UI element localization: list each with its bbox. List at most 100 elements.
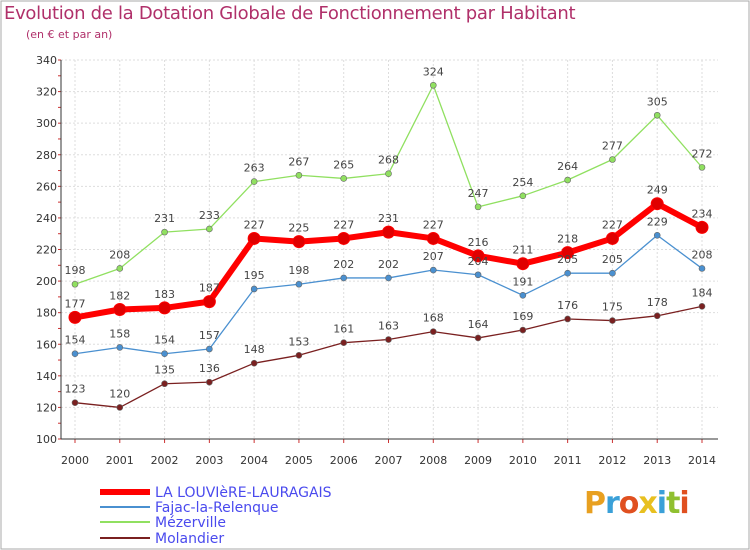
data-label: 136 xyxy=(199,362,220,375)
data-point xyxy=(206,225,213,233)
data-label: 177 xyxy=(65,297,86,310)
data-point xyxy=(158,301,172,315)
data-point xyxy=(116,344,124,351)
data-point xyxy=(429,81,437,89)
y-tick-label: 140 xyxy=(36,370,57,383)
x-tick-label: 2007 xyxy=(375,454,403,467)
data-label: 120 xyxy=(109,387,130,400)
logo-letter: i xyxy=(679,486,689,521)
data-label: 135 xyxy=(154,364,175,377)
data-point xyxy=(695,220,709,234)
data-point xyxy=(295,352,303,359)
data-label: 208 xyxy=(692,248,713,261)
y-tick-label: 100 xyxy=(36,433,57,446)
data-label: 234 xyxy=(692,207,713,220)
logo-letter: o xyxy=(618,486,640,521)
data-label: 227 xyxy=(602,218,623,231)
data-point xyxy=(71,280,79,288)
legend-label: Mézerville xyxy=(155,515,226,531)
data-label: 263 xyxy=(244,162,265,175)
data-label: 153 xyxy=(288,335,309,348)
data-point xyxy=(609,317,616,324)
chart-title: Evolution de la Dotation Globale de Fonc… xyxy=(4,3,576,24)
data-label: 208 xyxy=(109,248,130,261)
data-label: 254 xyxy=(512,176,533,189)
data-label: 164 xyxy=(468,318,489,331)
data-point xyxy=(698,303,706,310)
x-tick-label: 2001 xyxy=(106,454,134,467)
data-point xyxy=(653,231,661,239)
y-tick-label: 160 xyxy=(36,338,57,351)
data-point xyxy=(250,359,258,367)
data-point xyxy=(68,310,82,324)
data-point xyxy=(382,225,395,239)
data-point xyxy=(698,265,706,272)
data-point xyxy=(519,192,527,200)
data-label: 191 xyxy=(512,275,533,288)
data-label: 227 xyxy=(423,218,444,231)
data-label: 202 xyxy=(333,258,354,271)
x-tick-label: 2009 xyxy=(464,454,492,467)
data-label: 154 xyxy=(154,334,175,347)
y-tick-label: 240 xyxy=(36,212,57,225)
data-label: 161 xyxy=(333,323,354,336)
data-point xyxy=(564,269,571,277)
x-tick-label: 2013 xyxy=(643,454,671,467)
data-label: 267 xyxy=(288,155,309,168)
legend-label: Fajac-la-Relenque xyxy=(155,500,279,516)
data-label: 205 xyxy=(557,253,578,266)
data-label: 204 xyxy=(468,255,489,268)
data-point xyxy=(250,285,258,293)
data-point xyxy=(250,178,258,185)
x-tick-label: 2003 xyxy=(195,454,223,467)
y-tick-label: 220 xyxy=(36,244,57,257)
data-label: 227 xyxy=(333,218,354,231)
data-label: 182 xyxy=(109,290,130,303)
data-point xyxy=(206,345,213,353)
x-tick-label: 2008 xyxy=(419,454,447,467)
data-label: 157 xyxy=(199,329,220,342)
data-label: 178 xyxy=(647,296,668,309)
data-point xyxy=(337,231,351,245)
logo-letter: P xyxy=(584,486,606,521)
data-point xyxy=(113,303,127,317)
axes: 100 120 140 160 180 200 220 240 260 280 300 320 340 2… xyxy=(36,54,718,467)
data-label: 158 xyxy=(109,327,130,340)
data-point xyxy=(429,266,437,274)
data-label: 202 xyxy=(378,258,399,271)
data-labels: 177 182 183 187 227 225 227 231 227 216 211 218 227 2… xyxy=(65,65,713,400)
data-point xyxy=(202,295,216,309)
legend-label: Molandier xyxy=(155,531,224,547)
data-label: 324 xyxy=(423,65,444,78)
data-point xyxy=(519,326,527,334)
data-point xyxy=(609,156,616,163)
y-tick-label: 320 xyxy=(36,86,57,99)
data-point xyxy=(474,271,482,279)
legend: LA LOUVIèRE-LAURAGAISFajac-la-RelenqueMé… xyxy=(100,485,332,547)
data-point xyxy=(340,175,348,182)
x-tick-label: 2002 xyxy=(151,454,179,467)
logo-letter: i xyxy=(656,486,667,521)
data-label: 195 xyxy=(244,269,265,282)
data-point xyxy=(295,280,303,288)
x-tick-label: 2004 xyxy=(240,454,268,467)
data-point xyxy=(385,170,392,177)
data-label: 123 xyxy=(65,383,86,396)
data-point xyxy=(71,350,79,358)
data-point xyxy=(340,274,348,282)
data-label: 183 xyxy=(154,288,175,301)
x-tick-label: 2011 xyxy=(554,454,582,467)
data-label: 231 xyxy=(378,212,399,225)
data-point xyxy=(564,176,571,184)
data-label: 265 xyxy=(333,158,354,171)
data-label: 184 xyxy=(692,286,713,299)
series-lines xyxy=(68,81,709,411)
data-point xyxy=(653,312,661,320)
data-label: 247 xyxy=(468,187,489,200)
x-tick-label: 2000 xyxy=(61,454,89,467)
y-tick-label: 280 xyxy=(36,149,57,162)
logo-letter: r xyxy=(605,486,620,521)
data-point xyxy=(519,291,527,299)
